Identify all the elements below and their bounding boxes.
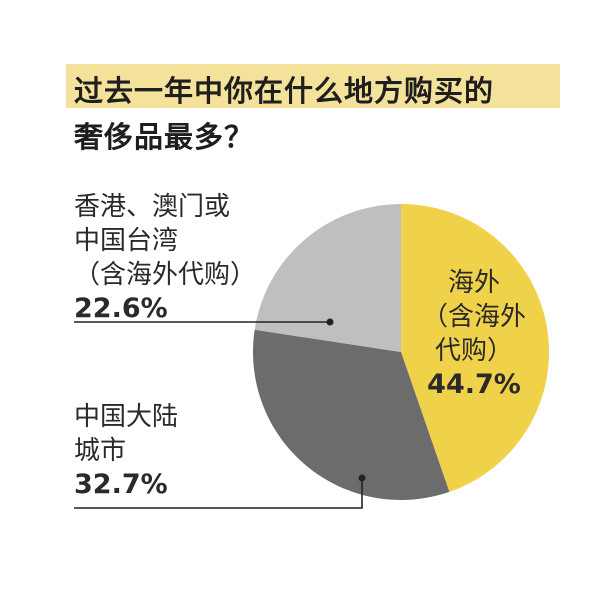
label-hk-line-2: 中国台湾 (74, 226, 179, 256)
label-overseas-line-3: 代购） (434, 336, 513, 366)
slice-hk-macau-taiwan (254, 204, 401, 352)
label-hk-line-1: 香港、澳门或 (74, 192, 231, 222)
label-mainland-percent: 32.7% (74, 469, 168, 500)
label-mainland-cities: 中国大陆 城市 32.7% (74, 400, 178, 502)
label-hk-macau-taiwan: 香港、澳门或 中国台湾 （含海外代购） 22.6% (74, 190, 256, 326)
slice-mainland (253, 329, 450, 500)
label-mainland-line-1: 中国大陆 (74, 402, 179, 432)
label-overseas-line-2: （含海外 (422, 302, 527, 332)
label-overseas-percent: 44.7% (427, 369, 521, 400)
mainland-leader-line (74, 478, 363, 509)
slice-overseas (401, 204, 549, 492)
title-highlight-band (66, 64, 560, 108)
label-overseas-line-1: 海外 (447, 268, 500, 298)
mainland-leader-dot (358, 474, 366, 482)
label-overseas: 海外 （含海外 代购） 44.7% (422, 266, 526, 402)
label-hk-line-3: （含海外代购） (74, 260, 257, 290)
chart-title-line-2: 奢侈品最多？ (74, 120, 255, 154)
label-mainland-line-2: 城市 (74, 436, 127, 466)
chart-title-line-1: 过去一年中你在什么地方购买的 (74, 74, 495, 108)
label-hk-percent: 22.6% (74, 293, 168, 324)
hk-leader-dot (326, 318, 334, 326)
